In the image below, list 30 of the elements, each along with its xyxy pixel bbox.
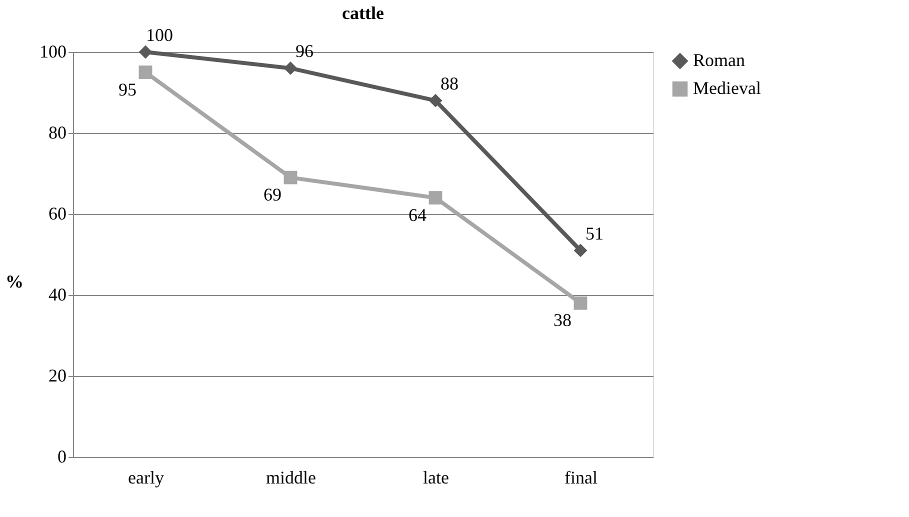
data-label: 51 (586, 223, 604, 244)
x-tick-label: early (128, 468, 164, 488)
point (284, 61, 298, 75)
data-label: 69 (264, 184, 282, 205)
y-tick-label: 40 (48, 284, 66, 304)
y-tick-label: 20 (48, 366, 66, 386)
y-tick-label: 80 (48, 122, 66, 142)
data-label: 38 (554, 310, 572, 330)
point (574, 296, 588, 310)
point (284, 170, 298, 184)
point (138, 45, 152, 59)
y-tick-label: 100 (40, 42, 66, 62)
y-tick-label: 60 (48, 204, 66, 224)
y-axis-title: % (6, 272, 24, 292)
data-label: 100 (146, 25, 173, 45)
point (138, 66, 152, 79)
data-label: 96 (296, 41, 314, 62)
data-label: 88 (440, 74, 458, 94)
point (428, 94, 442, 108)
x-tick-label: middle (266, 468, 316, 488)
point (428, 191, 442, 205)
legend-label: Medieval (693, 78, 761, 98)
data-label: 64 (408, 204, 426, 225)
x-tick-label: final (564, 468, 598, 488)
chart-title: cattle (342, 3, 384, 23)
legend-label: Roman (693, 50, 745, 70)
point (574, 244, 588, 258)
data-label: 95 (118, 79, 136, 100)
x-tick-label: late (423, 468, 449, 488)
y-tick-label: 0 (58, 446, 66, 466)
